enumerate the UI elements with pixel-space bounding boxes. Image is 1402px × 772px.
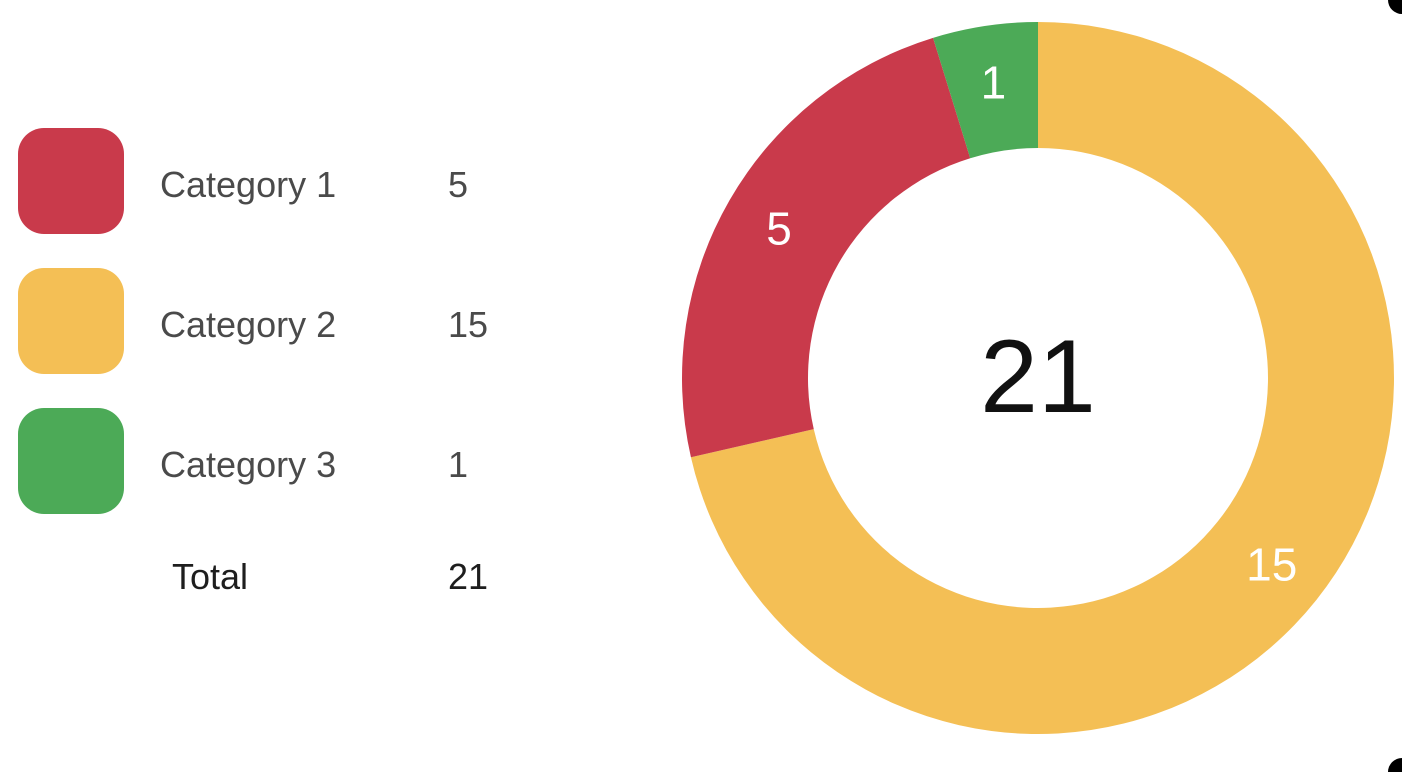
legend-label: Category 1: [160, 164, 337, 205]
slice-value-label: 15: [1246, 538, 1297, 590]
total-value: 21: [448, 556, 489, 597]
total-label: Total: [172, 556, 249, 597]
slice-value-label: 1: [981, 56, 1007, 108]
center-total: 21: [980, 319, 1096, 435]
legend-total: Total 21: [18, 548, 538, 608]
legend-item: Category 2 15: [18, 268, 538, 408]
legend-label: Category 2: [160, 304, 337, 345]
legend-item: Category 3 1: [18, 408, 538, 548]
legend: Category 1 5 Category 2 15 Category 3 1 …: [18, 128, 538, 608]
legend-value: 5: [448, 164, 469, 205]
legend-value: 15: [448, 304, 489, 345]
legend-swatch: [18, 408, 124, 514]
donut-slice: [933, 22, 1038, 159]
legend-label: Category 3: [160, 444, 337, 485]
donut-slice: [682, 37, 971, 458]
donut-slices: [682, 22, 1395, 735]
slice-value-label: 5: [766, 203, 792, 255]
legend-swatch: [18, 268, 124, 374]
legend-item: Category 1 5: [18, 128, 538, 268]
legend-swatch: [18, 128, 124, 234]
corner-mark: [1388, 758, 1402, 772]
donut-slice: [690, 22, 1395, 735]
legend-value: 1: [448, 444, 469, 485]
